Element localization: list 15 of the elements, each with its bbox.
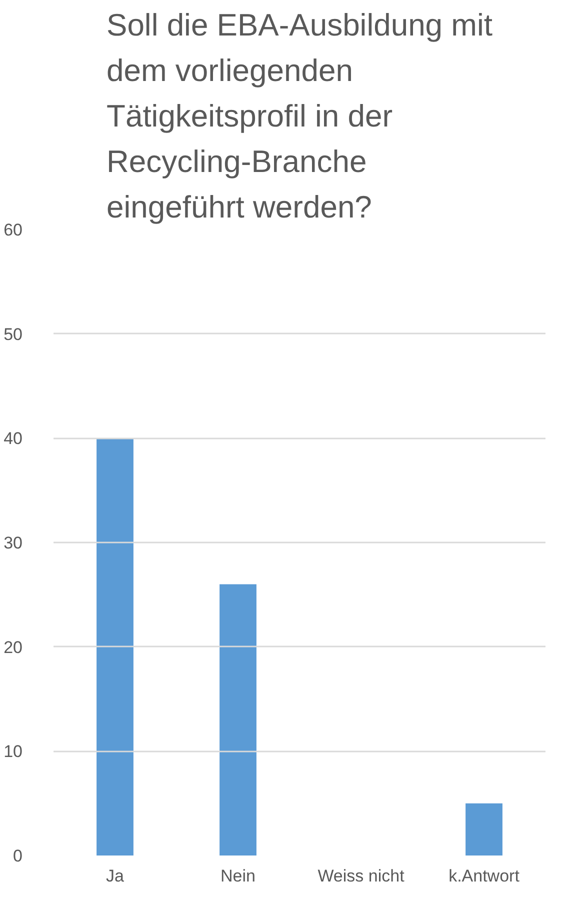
x-tick-label: k.Antwort xyxy=(448,866,520,886)
y-tick-label: 10 xyxy=(4,742,23,762)
bar xyxy=(220,584,256,856)
y-tick-label: 50 xyxy=(4,324,23,344)
y-tick-label: 0 xyxy=(13,846,23,866)
bar xyxy=(96,438,134,856)
x-tick-label: Weiss nicht xyxy=(318,866,405,886)
y-tick-label: 30 xyxy=(4,534,23,552)
y-tick-label: 60 xyxy=(4,220,23,240)
x-tick-label: Nein xyxy=(220,866,256,886)
bar xyxy=(466,803,502,856)
x-tick-label: Ja xyxy=(106,866,125,886)
chart-title: Soll die EBA-Ausbildung mit dem vorliegenden Tätigkeitsprofil in der Recycling-Branche eingeführt werden? xyxy=(106,8,493,224)
y-tick-label: 20 xyxy=(4,638,23,657)
y-tick-label: 40 xyxy=(4,429,23,448)
